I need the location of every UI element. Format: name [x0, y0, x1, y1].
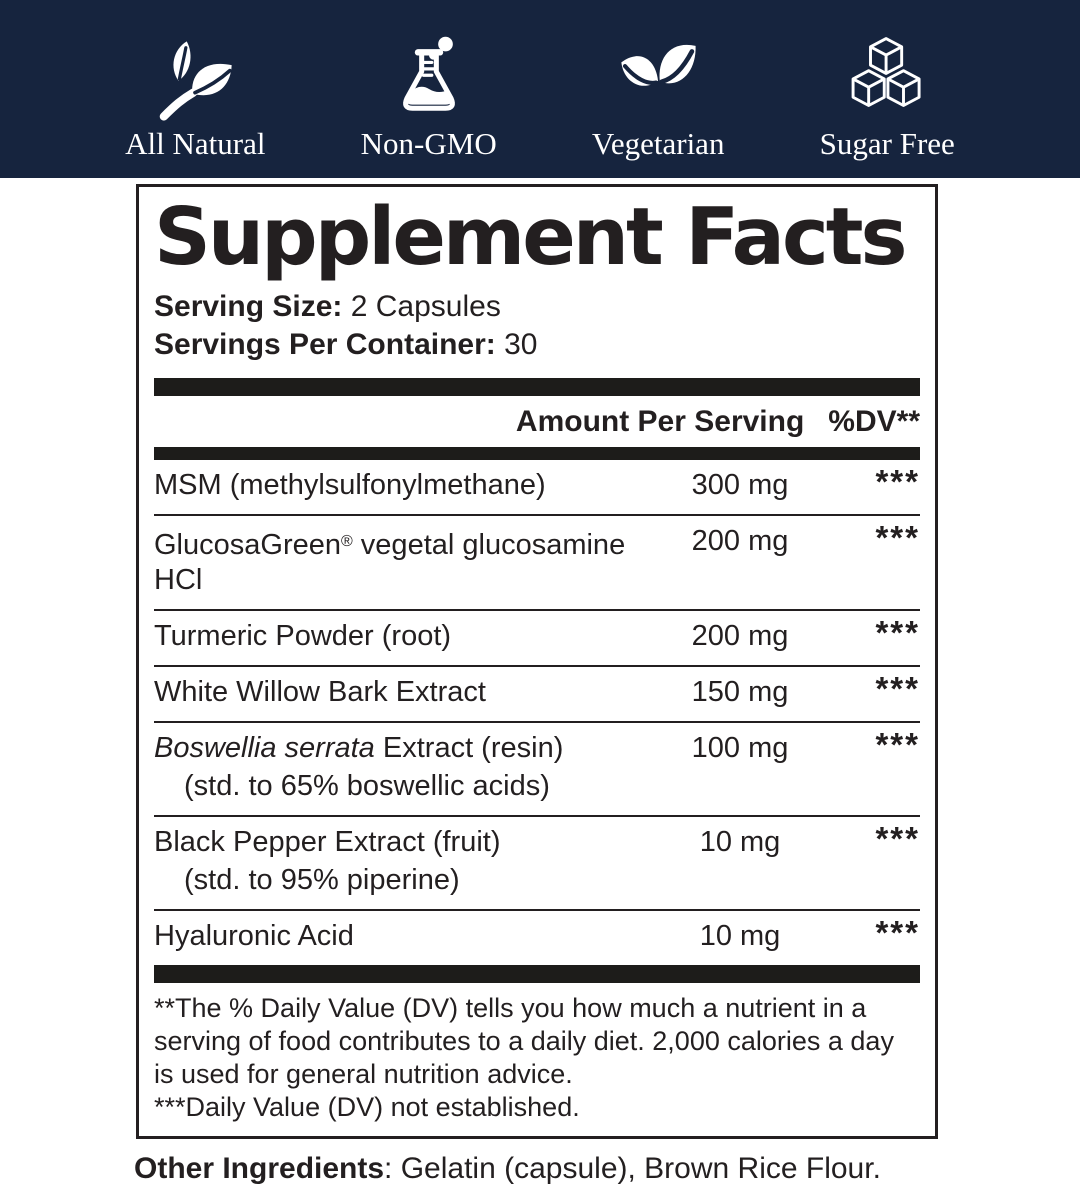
badge-non-gmo: Non-GMO [361, 34, 497, 162]
badge-all-natural: All Natural [125, 34, 266, 162]
ingredient-name-text: GlucosaGreen [154, 528, 341, 561]
ingredient-row: Boswellia serrata Extract (resin) (std. … [154, 723, 920, 817]
ingredient-name-text: MSM (methylsulfonylmethane) [154, 468, 546, 501]
not-established-footnote: ***Daily Value (DV) not established. [154, 1091, 580, 1122]
ingredient-row: Black Pepper Extract (fruit) (std. to 95… [154, 817, 920, 911]
serving-size-label: Serving Size: [154, 289, 343, 323]
ingredient-dv: *** [875, 819, 920, 857]
ingredient-dv: *** [875, 669, 920, 707]
sprout-leaf-icon [151, 34, 239, 122]
ingredient-dv: *** [875, 913, 920, 951]
column-header-row: Amount Per Serving %DV** [154, 396, 920, 447]
ingredient-amount: 100 mg [691, 731, 789, 764]
other-ingredients-text: : Gelatin (capsule), Brown Rice Flour. [384, 1151, 881, 1185]
badge-label: Non-GMO [360, 126, 497, 161]
ingredient-dv: *** [875, 725, 920, 763]
ingredient-dv: *** [875, 613, 920, 651]
amount-per-serving-header: Amount Per Serving [515, 404, 805, 438]
ingredient-name-text: Hyaluronic Acid [154, 919, 354, 952]
other-ingredients-line: Other Ingredients: Gelatin (capsule), Br… [134, 1152, 1080, 1186]
ingredient-amount: 150 mg [691, 675, 789, 708]
ingredient-name-text: Black Pepper Extract (fruit) [154, 825, 501, 858]
ingredient-row: White Willow Bark Extract 150 mg *** [154, 667, 920, 723]
dv-header: %DV** [828, 404, 920, 438]
ingredient-amount: 10 mg [699, 825, 781, 858]
badge-sugar-free: Sugar Free [820, 34, 955, 162]
ingredient-row: MSM (methylsulfonylmethane) 300 mg *** [154, 460, 920, 516]
badge-vegetarian: Vegetarian [591, 34, 725, 162]
ingredient-name: Turmeric Powder (root) [154, 611, 665, 665]
servings-per-container-label: Servings Per Container: [154, 327, 496, 361]
divider-bar-thick-top [154, 377, 920, 396]
feature-banner: All Natural Non-GMO Vegetarian [0, 0, 1080, 178]
supplement-facts-panel: Supplement Facts Serving Size: 2 Capsule… [136, 184, 938, 1139]
ingredient-name: MSM (methylsulfonylmethane) [154, 460, 665, 514]
footnote-block: **The % Daily Value (DV) tells you how m… [154, 992, 920, 1124]
ingredient-name: Boswellia serrata Extract (resin) (std. … [154, 723, 665, 815]
badge-label: Sugar Free [819, 126, 955, 161]
two-leaves-icon [614, 34, 702, 122]
badge-label: Vegetarian [591, 126, 725, 161]
ingredient-row: GlucosaGreen® vegetal glucosamine HCl 20… [154, 516, 920, 611]
ingredient-dv: *** [875, 518, 920, 556]
ingredient-name-text: Turmeric Powder (root) [154, 619, 452, 652]
ingredient-amount: 200 mg [691, 619, 789, 652]
ingredient-dv: *** [875, 462, 920, 500]
badge-label: All Natural [125, 126, 266, 161]
other-ingredients-label: Other Ingredients [134, 1151, 385, 1185]
servings-per-container-line: Servings Per Container: 30 [154, 326, 920, 364]
ingredient-rows: MSM (methylsulfonylmethane) 300 mg *** G… [154, 460, 920, 965]
ingredient-name-suffix: Extract (resin) [374, 731, 564, 764]
ingredient-amount: 200 mg [691, 524, 789, 557]
ingredient-name-text: White Willow Bark Extract [154, 675, 486, 708]
servings-per-container-value: 30 [495, 327, 538, 361]
sugar-cubes-icon [843, 34, 931, 122]
ingredient-name: Hyaluronic Acid [154, 911, 665, 965]
daily-value-footnote: **The % Daily Value (DV) tells you how m… [154, 992, 894, 1089]
ingredient-row: Turmeric Powder (root) 200 mg *** [154, 611, 920, 667]
ingredient-amount: 10 mg [699, 919, 781, 952]
registered-trademark-symbol: ® [341, 532, 353, 550]
ingredient-amount: 300 mg [691, 468, 789, 501]
divider-bar-thick-bottom [154, 964, 920, 983]
ingredient-row: Hyaluronic Acid 10 mg *** [154, 911, 920, 965]
ingredient-name-italic: Boswellia serrata [154, 731, 375, 764]
ingredient-name: Black Pepper Extract (fruit) (std. to 95… [154, 817, 665, 909]
divider-bar-medium [154, 446, 920, 460]
serving-size-line: Serving Size: 2 Capsules [154, 288, 920, 326]
lab-flask-icon [385, 34, 473, 122]
ingredient-name-suffix: vegetal glucosamine HCl [154, 528, 626, 596]
ingredient-name: GlucosaGreen® vegetal glucosamine HCl [154, 516, 665, 609]
ingredient-name: White Willow Bark Extract [154, 667, 665, 721]
ingredient-standardization-note: (std. to 65% boswellic acids) [184, 769, 550, 802]
ingredient-standardization-note: (std. to 95% piperine) [184, 863, 460, 896]
panel-title: Supplement Facts [154, 191, 908, 283]
serving-size-value: 2 Capsules [342, 289, 501, 323]
